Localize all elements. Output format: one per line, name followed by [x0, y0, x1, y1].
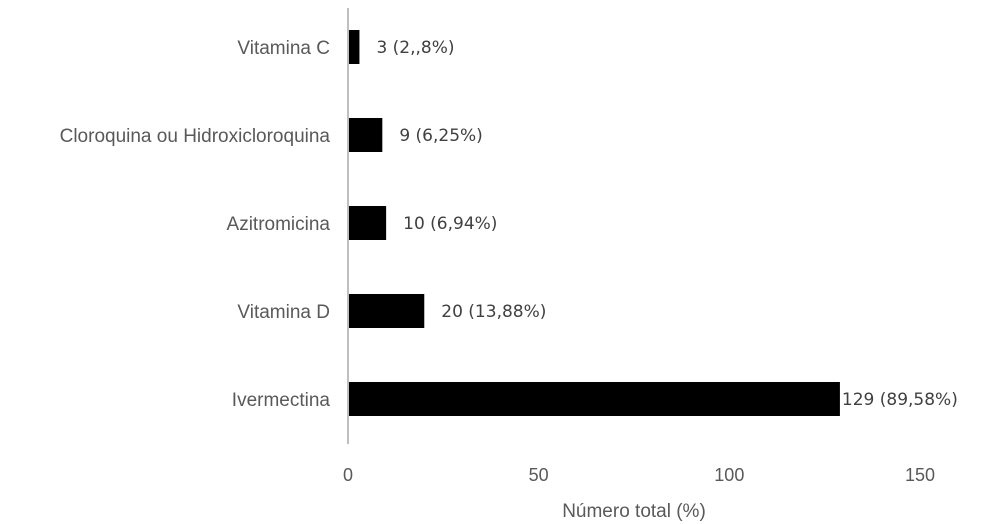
x-tick-label-0: 0 — [343, 465, 353, 485]
bar-cloroquina-ou-hidroxicloroquina — [348, 118, 383, 152]
bar-vitamina-c — [348, 30, 360, 64]
category-label-ivermectina: Ivermectina — [232, 390, 331, 411]
data-label-ivermectina: 129 (89,58%) — [842, 390, 958, 410]
data-label-vitamina-c: 3 (2,,8%) — [376, 38, 454, 58]
bars-group — [348, 30, 840, 416]
x-tick-label-100: 100 — [714, 465, 744, 485]
x-tick-labels: 0 50 100 150 — [343, 465, 935, 485]
bar-ivermectina — [348, 382, 840, 416]
x-axis-title: Número total (%) — [562, 501, 706, 522]
x-tick-label-50: 50 — [529, 465, 549, 485]
data-label-cloroquina-ou-hidroxicloroquina: 9 (6,25%) — [399, 126, 483, 146]
data-label-vitamina-d: 20 (13,88%) — [441, 302, 546, 322]
data-label-azitromicina: 10 (6,94%) — [403, 214, 497, 234]
category-label-vitamina-d: Vitamina D — [237, 302, 330, 323]
category-label-azitromicina: Azitromicina — [227, 214, 331, 235]
bar-azitromicina — [348, 206, 387, 240]
category-label-vitamina-c: Vitamina C — [237, 38, 330, 59]
category-label-cloroquina-ou-hidroxicloroquina: Cloroquina ou Hidroxicloroquina — [60, 126, 331, 147]
category-labels: Vitamina C Cloroquina ou Hidroxicloroquin… — [60, 38, 331, 411]
bar-vitamina-d — [348, 294, 425, 328]
data-labels: 3 (2,,8%) 9 (6,25%) 10 (6,94%) 20 (13,88%) 1… — [376, 38, 957, 410]
x-tick-label-150: 150 — [905, 465, 935, 485]
